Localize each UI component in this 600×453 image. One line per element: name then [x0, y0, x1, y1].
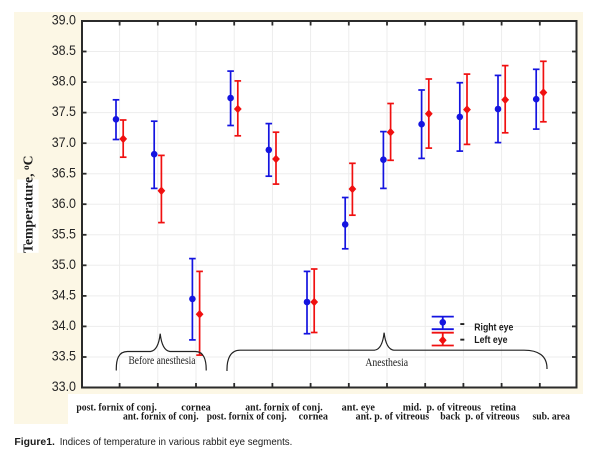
svg-text:35.0: 35.0 [52, 256, 76, 272]
svg-text:Anesthesia: Anesthesia [365, 357, 408, 369]
svg-text:post. fornix of conj.: post. fornix of conj. [76, 401, 157, 413]
svg-text:sub. area: sub. area [532, 411, 570, 423]
svg-text:ant. eye: ant. eye [342, 401, 375, 413]
svg-text:mid. p. of vitreous: mid. p. of vitreous [403, 401, 482, 413]
svg-text:ant. fornix of conj.: ant. fornix of conj. [123, 411, 199, 423]
svg-text:cornea: cornea [181, 401, 211, 413]
svg-text:34.5: 34.5 [52, 287, 76, 303]
svg-text:33.0: 33.0 [52, 378, 76, 394]
svg-text:35.5: 35.5 [52, 225, 76, 241]
svg-text:37.5: 37.5 [52, 103, 76, 119]
svg-text:retina: retina [490, 401, 516, 413]
svg-text:ant. p. of vitreous: ant. p. of vitreous [356, 411, 430, 423]
svg-text:Indices of temperature in vari: Indices of temperature in various rabbit… [60, 436, 293, 448]
svg-text:33.5: 33.5 [52, 348, 76, 364]
svg-text:back p. of vitreous: back p. of vitreous [440, 411, 520, 423]
svg-text:Temperature, oC: Temperature, oC [21, 156, 36, 254]
svg-text:34.0: 34.0 [52, 317, 76, 333]
svg-text:38.5: 38.5 [52, 42, 76, 58]
svg-text:36.5: 36.5 [52, 164, 76, 180]
svg-text:ant. fornix of conj.: ant. fornix of conj. [245, 401, 323, 413]
svg-text:Left eye: Left eye [474, 334, 507, 346]
svg-text:Figure1.: Figure1. [14, 436, 55, 448]
svg-text:Right eye: Right eye [474, 322, 513, 334]
svg-text:38.0: 38.0 [52, 73, 76, 89]
svg-text:36.0: 36.0 [52, 195, 76, 211]
svg-text:Before anesthesia: Before anesthesia [129, 355, 196, 367]
svg-text:cornea: cornea [299, 411, 329, 423]
svg-text:post. fornix of conj.: post. fornix of conj. [207, 411, 287, 423]
svg-text:39.0: 39.0 [52, 12, 76, 28]
svg-text:37.0: 37.0 [52, 134, 76, 150]
